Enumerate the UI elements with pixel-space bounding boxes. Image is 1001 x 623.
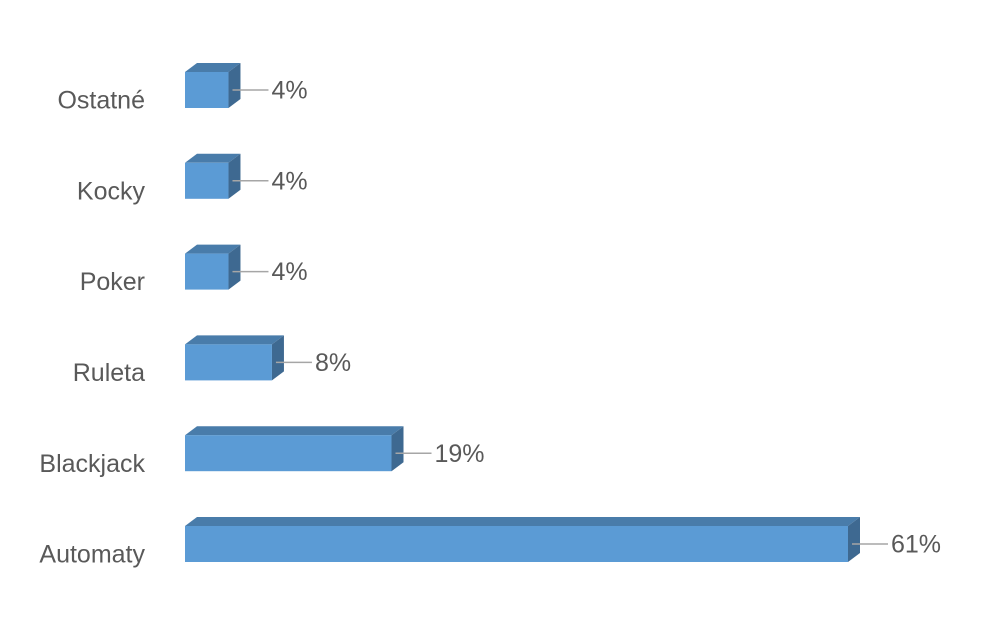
bar-front [185, 344, 272, 381]
bar-front [185, 72, 229, 108]
bar [185, 63, 241, 108]
bar [185, 244, 241, 290]
category-label: Ostatné [57, 87, 145, 115]
category-label: Automaty [39, 541, 145, 569]
bar-front [185, 526, 848, 562]
bar-top [185, 244, 241, 254]
bar [185, 426, 404, 472]
value-label: 61% [891, 531, 941, 559]
bar-top [185, 426, 404, 436]
bar [185, 335, 284, 381]
bar-side [228, 63, 241, 108]
category-label: Poker [80, 268, 145, 296]
bar-front [185, 253, 229, 290]
bar-top [185, 335, 284, 345]
bar-front [185, 435, 392, 472]
bar-side [228, 153, 241, 199]
bar-side [848, 517, 860, 562]
value-label: 4% [271, 167, 307, 195]
bar-side [391, 426, 404, 472]
value-label: 8% [315, 349, 351, 377]
category-label: Blackjack [39, 450, 145, 478]
category-label: Kocky [77, 177, 146, 205]
category-label: Ruleta [73, 359, 145, 387]
bar-top [185, 63, 241, 72]
bar-front [185, 162, 229, 199]
bar [185, 517, 860, 562]
bar-side [271, 335, 284, 381]
bar-side [228, 244, 241, 290]
value-label: 19% [435, 440, 485, 468]
bar-top [185, 517, 860, 526]
bar [185, 153, 241, 199]
bar-top [185, 153, 241, 163]
value-label: 4% [271, 258, 307, 286]
value-label: 4% [271, 77, 307, 105]
